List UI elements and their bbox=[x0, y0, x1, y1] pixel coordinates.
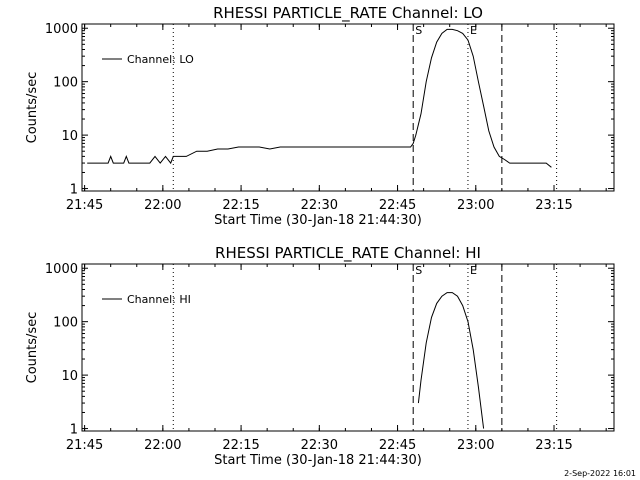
y-tick-label: 1000 bbox=[45, 22, 78, 37]
x-tick-label: 22:00 bbox=[144, 198, 181, 213]
x-tick-label: 22:45 bbox=[379, 198, 416, 213]
y-axis-label: Counts/sec bbox=[25, 72, 40, 144]
panel-lo: RHESSI PARTICLE_RATE Channel: LO 21:45 22:… bbox=[25, 4, 615, 228]
marker-label: E bbox=[470, 24, 477, 37]
y-axis-label: Counts/sec bbox=[25, 312, 40, 384]
y-tick-label: 1 bbox=[70, 183, 78, 198]
y-tick-label: 100 bbox=[53, 316, 78, 331]
x-axis-label: Start Time (30-Jan-18 21:44:30) bbox=[214, 453, 422, 468]
chart-title: RHESSI PARTICLE_RATE Channel: HI bbox=[215, 244, 481, 263]
x-tick-label: 22:15 bbox=[222, 198, 259, 213]
marker-label: E bbox=[470, 264, 477, 277]
x-tick-label: 21:45 bbox=[66, 198, 103, 213]
y-tick-label: 10 bbox=[61, 129, 78, 144]
series-line bbox=[87, 28, 552, 168]
legend-label: Channel: HI bbox=[127, 293, 191, 306]
x-tick-label: 22:00 bbox=[144, 438, 181, 453]
marker-label: S bbox=[415, 24, 422, 37]
panel-hi: RHESSI PARTICLE_RATE Channel: HI 21:45 22:… bbox=[25, 244, 615, 468]
x-tick-label: 23:00 bbox=[457, 438, 494, 453]
y-tick-label: 1 bbox=[70, 423, 78, 438]
marker-label: S bbox=[415, 264, 422, 277]
legend-label: Channel: LO bbox=[127, 53, 194, 66]
plot-frame bbox=[81, 263, 615, 432]
x-tick-label: 23:15 bbox=[535, 198, 572, 213]
series-line bbox=[417, 292, 485, 429]
chart-title: RHESSI PARTICLE_RATE Channel: LO bbox=[213, 4, 483, 23]
x-tick-label: 22:45 bbox=[379, 438, 416, 453]
timestamp: 2-Sep-2022 16:01 bbox=[564, 469, 636, 478]
x-tick-label: 22:30 bbox=[301, 438, 338, 453]
x-tick-label: 23:15 bbox=[535, 438, 572, 453]
x-tick-label: 22:15 bbox=[222, 438, 259, 453]
x-axis-label: Start Time (30-Jan-18 21:44:30) bbox=[214, 213, 422, 228]
x-tick-label: 21:45 bbox=[66, 438, 103, 453]
plot-frame bbox=[81, 23, 615, 192]
y-tick-label: 100 bbox=[53, 76, 78, 91]
y-tick-label: 1000 bbox=[45, 262, 78, 277]
x-tick-label: 23:00 bbox=[457, 198, 494, 213]
x-tick-label: 22:30 bbox=[301, 198, 338, 213]
y-tick-label: 10 bbox=[61, 369, 78, 384]
